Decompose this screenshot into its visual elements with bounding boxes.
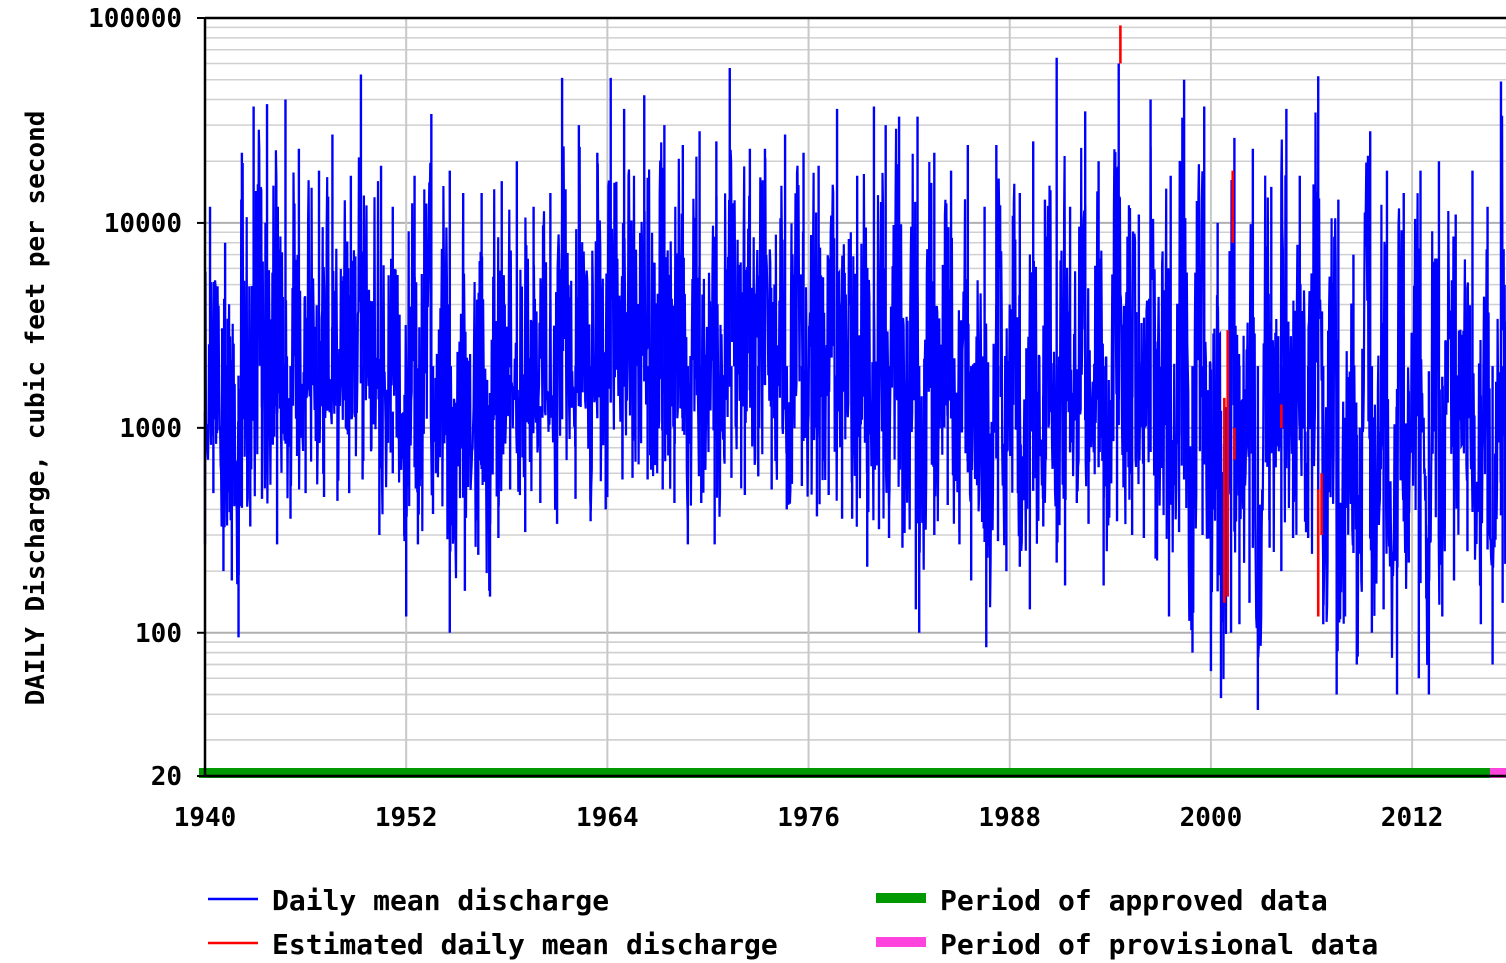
x-tick-label: 1964 xyxy=(576,803,639,833)
x-tick-label: 2012 xyxy=(1381,803,1444,833)
x-tick-label: 1940 xyxy=(174,803,237,833)
y-tick-label: 20 xyxy=(151,762,182,792)
legend-label: Period of approved data xyxy=(940,884,1328,917)
period-of-provisional-data-bar xyxy=(1489,768,1506,778)
legend-label: Period of provisional data xyxy=(940,928,1378,961)
x-tick-label: 2000 xyxy=(1180,803,1243,833)
y-tick-label: 1000 xyxy=(119,414,182,444)
x-tick-label: 1976 xyxy=(777,803,840,833)
legend-label: Estimated daily mean discharge xyxy=(272,928,778,961)
series-daily-mean-discharge xyxy=(203,57,1506,710)
x-tick-label: 1988 xyxy=(978,803,1041,833)
y-tick-label: 100 xyxy=(135,619,182,649)
chart-legend: Daily mean discharge Estimated daily mean… xyxy=(208,884,1378,961)
x-tick-label: 1952 xyxy=(375,803,438,833)
y-tick-label: 100000 xyxy=(88,4,182,34)
y-axis-label: DAILY Discharge, cubic feet per second xyxy=(21,111,51,706)
y-tick-labels: 100000 10000 1000 100 20 xyxy=(88,4,205,792)
period-of-approved-data-bar xyxy=(199,768,1496,778)
legend-swatch xyxy=(876,893,926,903)
y-tick-label: 10000 xyxy=(104,209,182,239)
x-tick-labels: 1940 1952 1964 1976 1988 2000 2012 xyxy=(174,803,1444,833)
daily-mean-discharge-line xyxy=(203,112,1506,680)
chart-axes xyxy=(203,16,1506,778)
legend-swatch xyxy=(876,937,926,947)
data-period-bars xyxy=(199,768,1506,778)
series-estimated-daily-mean-discharge xyxy=(1119,25,1323,617)
legend-label: Daily mean discharge xyxy=(272,884,609,917)
